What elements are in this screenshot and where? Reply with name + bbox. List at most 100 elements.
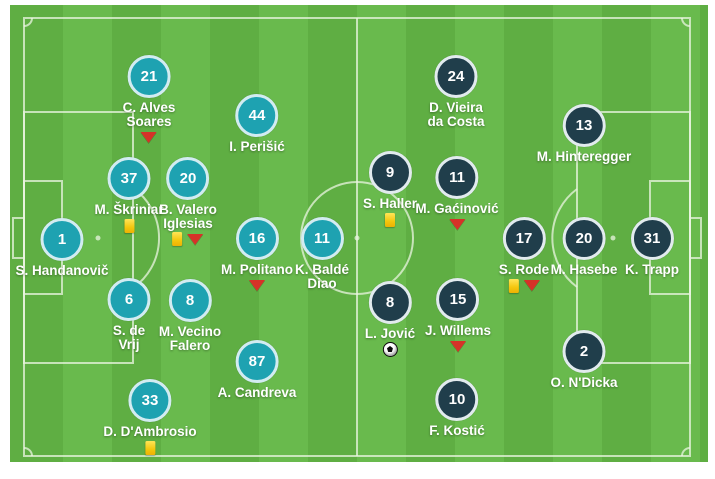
player-name: O. N'Dicka: [551, 376, 618, 390]
player-badges: [382, 342, 398, 357]
player-badges: [249, 279, 265, 293]
player-number: 13: [575, 117, 593, 134]
player-marker: 15 J. Willems: [425, 278, 491, 354]
player-name-line: S. de: [112, 323, 146, 338]
player-number-circle: 16: [235, 217, 279, 260]
player-name-line: Soares: [126, 113, 172, 129]
player-number: 17: [515, 230, 533, 247]
player-number: 6: [124, 291, 134, 308]
player-name-line: F. Kostić: [429, 423, 485, 438]
player-number-circle: 8: [368, 281, 412, 324]
player-badges: [124, 218, 134, 233]
player-name: K. Trapp: [625, 263, 679, 277]
player-marker: 87 A. Candreva: [217, 340, 297, 400]
player-marker: 6 S. de Vrij: [107, 278, 151, 351]
player-number: 33: [141, 392, 159, 409]
substituted-off-icon: [141, 131, 157, 143]
player-number-circle: 9: [368, 151, 412, 194]
player-number-circle: 87: [235, 340, 279, 383]
left-goal: [12, 217, 25, 259]
player-name-line: Diao: [307, 275, 337, 291]
player-badges: [172, 232, 204, 246]
player-number-circle: 33: [128, 379, 172, 422]
corner-arc-bottom-left: [23, 447, 33, 457]
player-name-line: S. Handanovič: [15, 263, 109, 278]
player-name-line: Iglesias: [163, 215, 213, 231]
left-penalty-spot: [95, 235, 101, 241]
player-number: 1: [57, 231, 67, 248]
player-name: S. Handanovič: [15, 264, 108, 278]
player-name-line: M. Hinteregger: [536, 149, 632, 164]
player-number-circle: 44: [235, 94, 279, 137]
player-number: 44: [248, 107, 266, 124]
player-marker: 24 D. Vieira da Costa: [427, 55, 485, 128]
player-marker: 2 O. N'Dicka: [551, 330, 618, 390]
corner-arc-top-right: [681, 17, 691, 27]
yellow-card-icon: [124, 218, 134, 233]
player-number: 9: [385, 164, 395, 181]
player-badges: [508, 278, 540, 293]
player-name-line: Vrij: [118, 336, 140, 352]
player-name: M. Hasebe: [551, 263, 618, 277]
player-name: D. Vieira da Costa: [427, 101, 484, 128]
player-badges: [385, 212, 395, 227]
substituted-off-icon: [449, 219, 465, 230]
player-number-circle: 31: [630, 217, 674, 260]
right-penalty-spot: [610, 235, 616, 241]
player-number: 11: [314, 230, 330, 247]
player-name: M. Škriniar: [94, 203, 163, 217]
yellow-card-icon: [145, 440, 155, 455]
player-number: 15: [449, 291, 467, 308]
player-number: 87: [248, 353, 266, 370]
player-name: J. Willems: [425, 324, 491, 338]
player-marker: 13 M. Hinteregger: [536, 104, 632, 164]
player-name-line: Falero: [169, 337, 211, 353]
player-number: 20: [575, 230, 593, 247]
player-number-circle: 2: [562, 330, 606, 373]
player-marker: 9 S. Haller: [363, 151, 417, 227]
player-number-circle: 37: [107, 157, 151, 200]
player-name-line: D. Vieira: [429, 100, 483, 115]
player-marker: 33 D. D'Ambrosio: [103, 379, 197, 455]
substituted-off-icon: [249, 280, 265, 291]
player-marker: 20 M. Hasebe: [551, 217, 618, 277]
player-name: D. D'Ambrosio: [103, 425, 196, 439]
substituted-off-icon: [450, 341, 466, 352]
player-name: M. Gaćinović: [415, 202, 498, 216]
player-number: 8: [385, 294, 395, 311]
substituted-off-icon: [187, 233, 204, 245]
player-number: 20: [179, 170, 197, 187]
player-name-line: A. Candreva: [217, 385, 297, 400]
player-name-line: K. Baldé: [294, 262, 350, 277]
player-number: 11: [449, 169, 465, 186]
player-name-line: O. N'Dicka: [550, 375, 618, 390]
player-number: 10: [448, 391, 466, 408]
substituted-off-icon: [523, 280, 540, 291]
player-number-circle: 13: [562, 104, 606, 147]
player-number: 31: [643, 230, 661, 247]
player-name-line: da Costa: [427, 113, 485, 129]
player-number-circle: 11: [300, 217, 344, 260]
player-name-line: J. Willems: [425, 323, 491, 338]
player-number-circle: 24: [434, 55, 478, 98]
player-marker: 11 K. Baldé Diao: [295, 217, 349, 290]
player-marker: 16 M. Politano: [221, 217, 293, 293]
player-number-circle: 10: [435, 378, 479, 421]
player-number-circle: 21: [127, 55, 171, 98]
goal-ball-icon: [382, 342, 398, 357]
player-number: 37: [120, 170, 138, 187]
player-badges: [450, 340, 466, 354]
player-number-circle: 1: [40, 218, 84, 261]
centre-spot: [354, 235, 360, 241]
player-number-circle: 17: [502, 217, 546, 260]
corner-arc-bottom-right: [681, 447, 691, 457]
player-marker: 10 F. Kostić: [429, 378, 485, 438]
player-marker: 1 S. Handanovič: [15, 218, 109, 278]
player-name: M. Vecino Falero: [159, 325, 221, 352]
player-name: S. de Vrij: [113, 324, 145, 351]
player-badges: [449, 218, 465, 232]
player-name-line: L. Jović: [364, 326, 416, 341]
player-name: I. Perišić: [229, 140, 285, 154]
